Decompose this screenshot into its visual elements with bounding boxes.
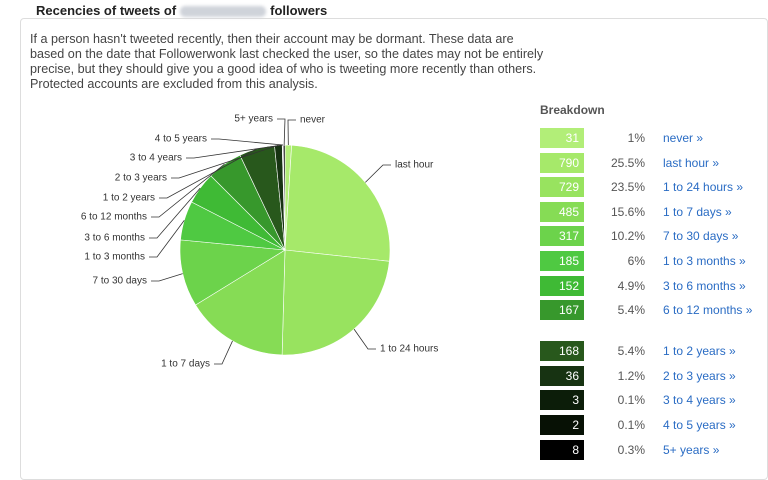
percent-cell: 23.5% [610, 180, 645, 195]
pie-chart: never last hour 1 to 24 hours 1 to 7 days 7 … [81, 114, 439, 370]
percent-cell: 10.2% [610, 229, 645, 244]
percent-cell: 1% [627, 131, 645, 145]
page: Recencies of tweets of followers If a per… [20, 3, 768, 480]
count-cell: 317 [540, 226, 584, 247]
pie-label: 6 to 12 months [81, 212, 147, 223]
breakdown-link[interactable]: last hour » [663, 155, 720, 170]
pie-label: 5+ years [234, 114, 273, 125]
percent-cell: 0.1% [617, 418, 645, 432]
pie-label: 2 to 3 years [115, 173, 167, 184]
pie-label: never [300, 115, 326, 126]
leader-line [171, 144, 279, 179]
breakdown-link[interactable]: 3 to 6 months » [663, 278, 746, 293]
leader-line [151, 163, 225, 218]
pie-label: 1 to 24 hours [380, 344, 438, 355]
count-cell: 167 [540, 300, 584, 321]
pie-label: 1 to 2 years [103, 193, 155, 204]
count-cell: 31 [540, 128, 584, 148]
leader-line [186, 144, 283, 159]
leader-line [149, 220, 185, 258]
pie-label: 1 to 7 days [161, 359, 210, 370]
count-cell: 152 [540, 275, 584, 296]
breakdown-link[interactable]: never » [663, 131, 704, 145]
leader-line [149, 187, 201, 239]
breakdown-link[interactable]: 7 to 30 days » [663, 229, 739, 244]
breakdown-link[interactable]: 5+ years » [663, 442, 720, 457]
leader-line [365, 164, 391, 183]
breakdown-link[interactable]: 1 to 2 years » [663, 344, 736, 359]
breakdown-link[interactable]: 1 to 24 hours » [663, 180, 744, 195]
breakdown-title: Breakdown [540, 103, 605, 117]
percent-cell: 5.4% [617, 344, 645, 359]
count-cell: 168 [540, 341, 584, 362]
percent-cell: 5.4% [617, 303, 645, 318]
percent-cell: 6% [627, 254, 645, 268]
redacted-name [180, 6, 267, 18]
leader-line [151, 273, 183, 282]
pie-slice [195, 249, 286, 356]
pie-label: 7 to 30 days [93, 276, 147, 287]
percent-cell: 0.3% [617, 442, 645, 457]
count-cell: 3 [540, 390, 584, 411]
count-cell: 185 [540, 251, 584, 271]
count-cell: 790 [540, 152, 584, 173]
percent-cell: 25.5% [610, 155, 645, 170]
breakdown-link[interactable]: 1 to 3 months » [663, 254, 746, 268]
pie-slice [281, 249, 390, 356]
leader-line [277, 118, 286, 146]
pie-label: 1 to 3 months [84, 252, 145, 263]
breakdown-link[interactable]: 4 to 5 years » [663, 418, 736, 432]
count-cell: 2 [540, 415, 584, 435]
leader-line [353, 328, 376, 350]
pie-label: 4 to 5 years [155, 134, 207, 145]
breakdown-link[interactable]: 3 to 4 years » [663, 393, 736, 408]
percent-cell: 15.6% [610, 204, 645, 219]
leader-line [287, 119, 296, 146]
count-cell: 8 [540, 439, 584, 460]
breakdown-link[interactable]: 6 to 12 months » [663, 303, 753, 318]
count-cell: 729 [540, 177, 584, 198]
title-end: followers [270, 3, 328, 18]
percent-cell: 0.1% [617, 393, 645, 408]
percent-cell: 4.9% [617, 278, 645, 293]
count-cell: 36 [540, 365, 584, 386]
section-title: Recencies of tweets of followers [30, 3, 334, 18]
leader-line [211, 138, 284, 146]
pie-label: 3 to 4 years [130, 153, 182, 164]
description: If a person hasn't tweeted recently, the… [30, 32, 544, 91]
breakdown-link[interactable]: 2 to 3 years » [663, 368, 736, 383]
breakdown-link[interactable]: 1 to 7 days » [663, 204, 732, 219]
leader-line [159, 148, 257, 199]
count-cell: 485 [540, 201, 584, 222]
pie-label: last hour [395, 160, 434, 171]
pie-label: 3 to 6 months [84, 233, 145, 244]
percent-cell: 1.2% [617, 368, 645, 383]
title-start: Recencies of tweets of [36, 3, 177, 18]
pie-slice [284, 144, 391, 262]
leader-line [214, 340, 233, 365]
